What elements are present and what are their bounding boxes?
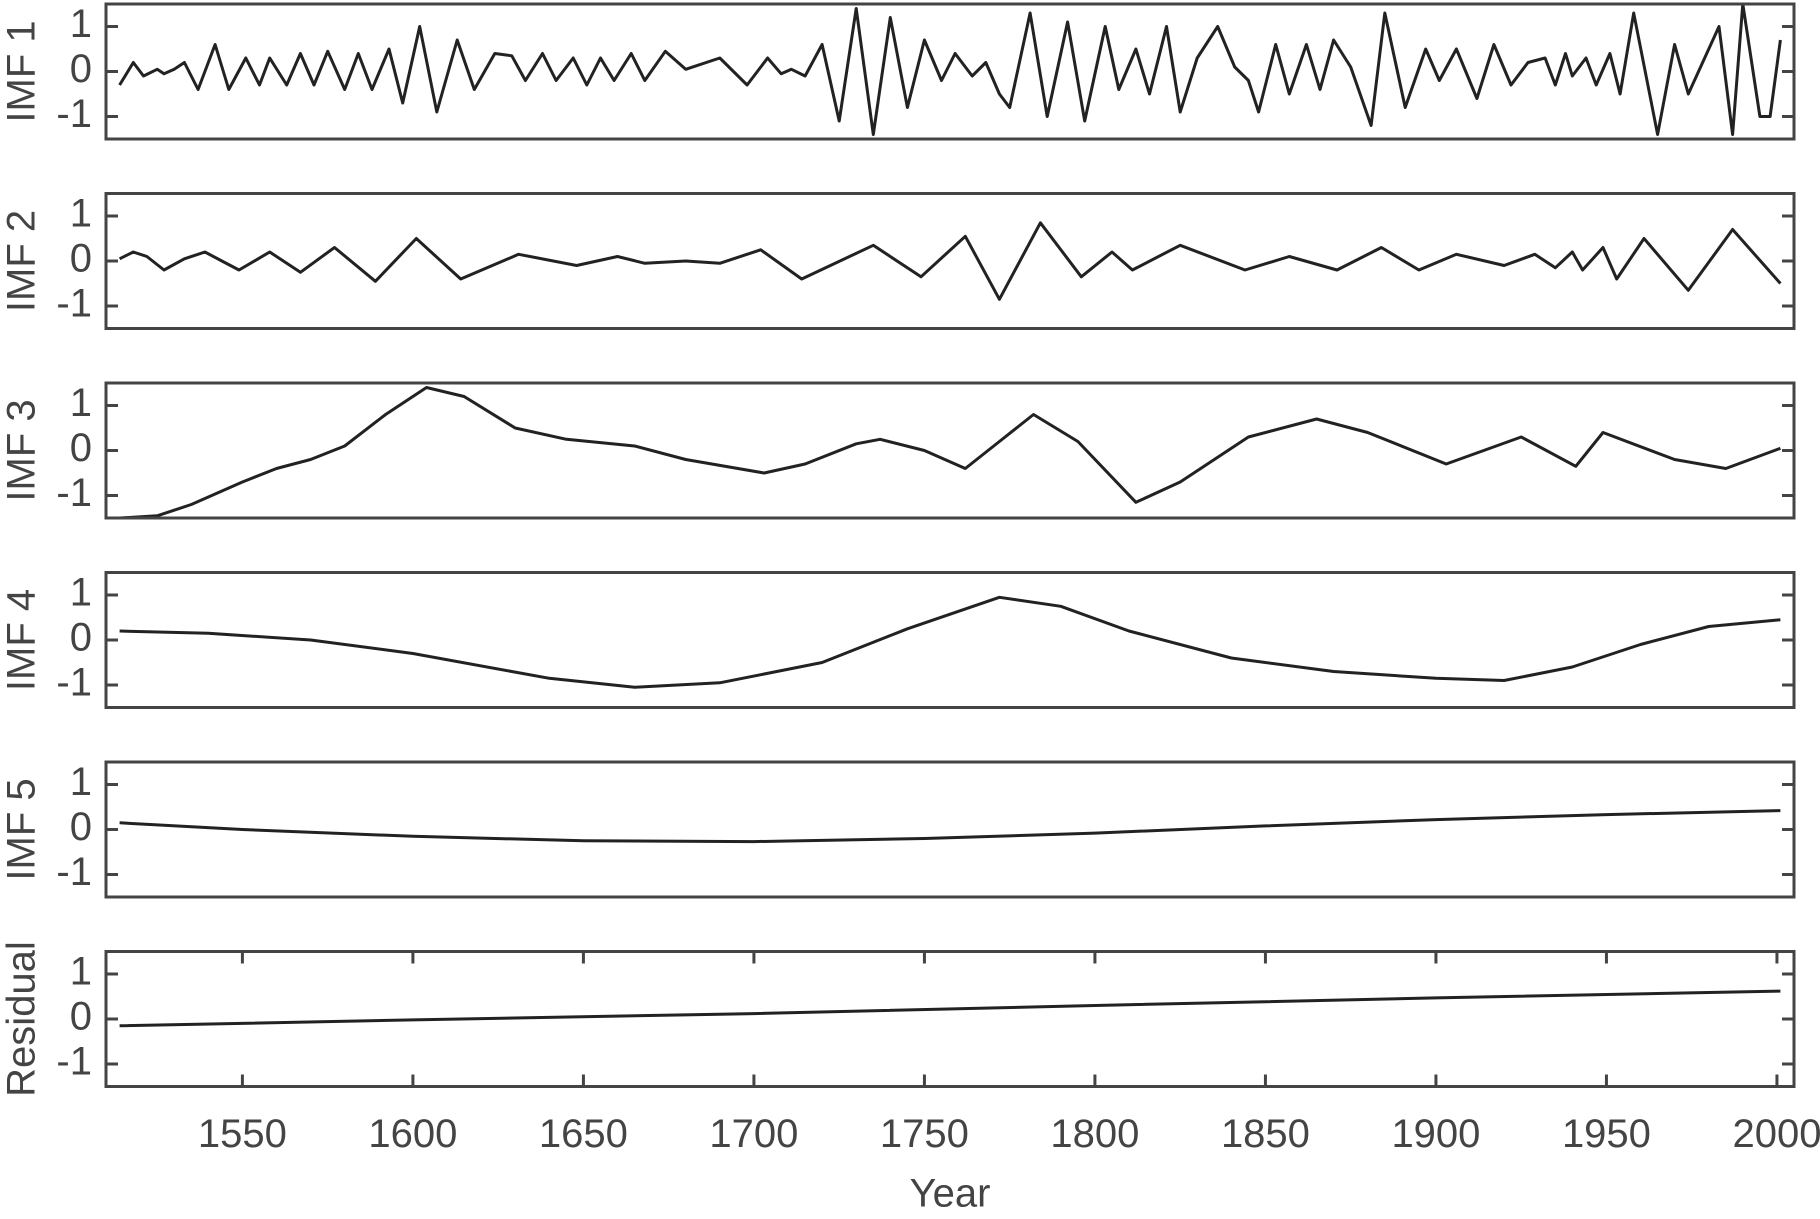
- y-tick-label: 1: [70, 571, 92, 615]
- y-tick-label: 1: [70, 2, 92, 46]
- y-axis-label: IMF 2: [0, 210, 44, 312]
- y-tick-label: -1: [56, 282, 92, 326]
- x-axis-label: Year: [910, 1172, 991, 1216]
- data-line: [119, 386, 1781, 520]
- y-axis-label: IMF 4: [0, 589, 44, 691]
- axes-frame: [104, 760, 1796, 899]
- x-tick-label: 1550: [198, 1112, 287, 1156]
- y-tick-label: -1: [56, 850, 92, 894]
- y-tick-label: 0: [70, 426, 92, 470]
- data-line: [119, 595, 1781, 689]
- x-tick-label: 1650: [539, 1112, 628, 1156]
- x-tick-label: 1600: [368, 1112, 457, 1156]
- x-tick-label: 1950: [1562, 1112, 1651, 1156]
- axes-frame: [104, 381, 1796, 520]
- axes-frame: [104, 950, 1796, 1088]
- y-axis-label: IMF 3: [0, 399, 44, 501]
- axes-frame: [104, 192, 1796, 330]
- y-tick-label: 1: [70, 950, 92, 994]
- x-tick-label: 1750: [880, 1112, 969, 1156]
- axes-frame: [104, 2, 1796, 141]
- y-tick-label: 0: [70, 237, 92, 281]
- y-tick-label: 1: [70, 192, 92, 236]
- x-tick-label: 1900: [1391, 1112, 1480, 1156]
- y-axis-label: IMF 5: [0, 778, 44, 880]
- y-tick-label: 0: [70, 47, 92, 91]
- axes-frame: [104, 571, 1796, 709]
- y-axis-label: IMF 1: [0, 20, 44, 122]
- y-tick-label: 0: [70, 805, 92, 849]
- data-line: [119, 989, 1781, 1028]
- y-tick-label: -1: [56, 471, 92, 515]
- x-tick-label: 1850: [1221, 1112, 1310, 1156]
- y-tick-label: 1: [70, 760, 92, 804]
- y-tick-label: -1: [56, 661, 92, 705]
- x-tick-label: 1800: [1050, 1112, 1139, 1156]
- data-line: [118, 221, 1782, 301]
- x-tick-label: 1700: [709, 1112, 798, 1156]
- y-tick-label: -1: [56, 1040, 92, 1084]
- y-tick-label: 0: [70, 616, 92, 660]
- x-tick-label: 2000: [1732, 1112, 1820, 1156]
- y-tick-label: 0: [70, 995, 92, 1039]
- y-axis-label: Residual: [0, 941, 44, 1097]
- y-tick-label: -1: [56, 92, 92, 136]
- data-line: [118, 2, 1782, 136]
- data-line: [119, 809, 1781, 844]
- y-tick-label: 1: [70, 381, 92, 425]
